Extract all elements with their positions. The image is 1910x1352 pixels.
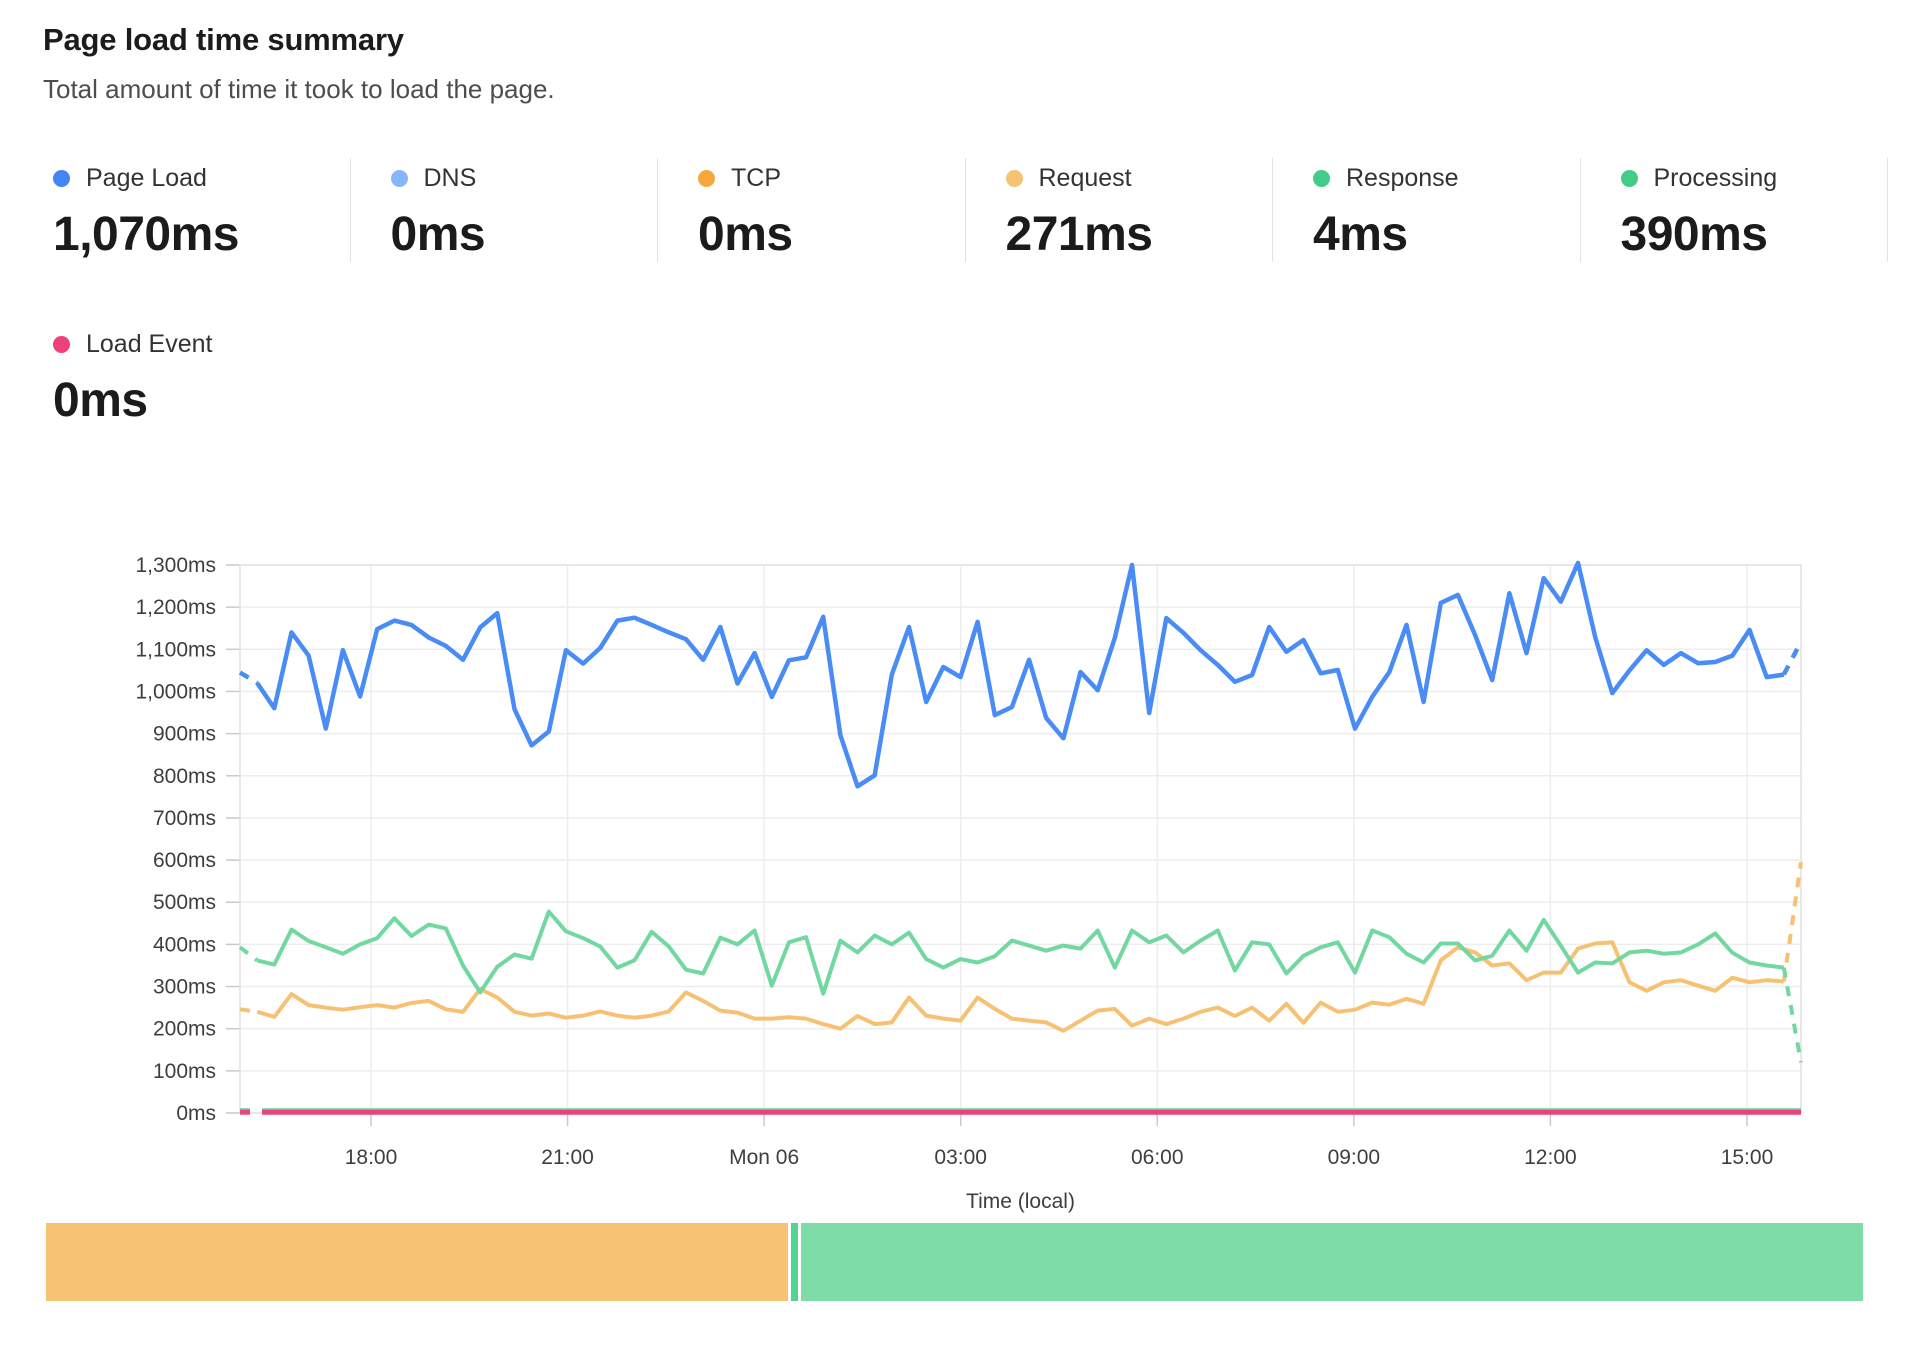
load-event-dot-icon — [53, 336, 70, 353]
svg-text:18:00: 18:00 — [345, 1146, 398, 1169]
metric-value: 271ms — [1005, 208, 1153, 261]
svg-text:12:00: 12:00 — [1524, 1146, 1577, 1169]
metric-label: Processing — [1653, 164, 1778, 192]
svg-text:100ms: 100ms — [153, 1060, 216, 1083]
svg-text:500ms: 500ms — [153, 891, 216, 914]
tcp-dot-icon — [698, 170, 715, 187]
svg-text:900ms: 900ms — [153, 723, 216, 746]
metric-request: Request 271ms — [966, 158, 1273, 262]
phase-bar-segment-divider-sliver — [791, 1223, 799, 1301]
phase-bar-segment-processing-share — [801, 1223, 1863, 1301]
load-phase-proportion-bar — [46, 1223, 1863, 1301]
svg-text:06:00: 06:00 — [1131, 1146, 1184, 1169]
page-load-time-chart: 0ms 100ms 200ms 300ms 400ms 500ms 600ms 700ms 80… — [135, 554, 1803, 1213]
svg-text:15:00: 15:00 — [1721, 1146, 1774, 1169]
metric-tcp: TCP 0ms — [658, 158, 966, 262]
svg-text:400ms: 400ms — [153, 933, 216, 956]
svg-text:09:00: 09:00 — [1328, 1146, 1381, 1169]
svg-text:Mon 06: Mon 06 — [729, 1146, 799, 1169]
response-dot-icon — [1313, 170, 1330, 187]
metric-value: 4ms — [1313, 208, 1408, 261]
metric-label: Load Event — [86, 330, 213, 358]
metric-label: TCP — [731, 164, 781, 192]
metrics-summary-row: Page Load 1,070ms DNS 0ms TCP 0ms Reques… — [43, 158, 1888, 262]
svg-text:800ms: 800ms — [153, 765, 216, 788]
svg-text:21:00: 21:00 — [541, 1146, 594, 1169]
phase-bar-segment-request-share — [46, 1223, 789, 1301]
metric-value: 390ms — [1620, 208, 1768, 261]
page-subtitle: Total amount of time it took to load the… — [43, 74, 555, 104]
svg-text:1,100ms: 1,100ms — [135, 638, 216, 661]
metric-dns: DNS 0ms — [351, 158, 658, 262]
svg-text:Time (local): Time (local) — [966, 1190, 1075, 1213]
metric-label: Response — [1346, 164, 1459, 192]
metric-response: Response 4ms — [1273, 158, 1581, 262]
metric-load-event: Load Event 0ms — [53, 330, 453, 428]
page-load-dot-icon — [53, 170, 70, 187]
metric-page-load: Page Load 1,070ms — [43, 158, 351, 262]
svg-text:200ms: 200ms — [153, 1018, 216, 1041]
metric-label: Request — [1038, 164, 1132, 192]
dns-dot-icon — [390, 170, 408, 187]
metric-label: Page Load — [86, 164, 207, 192]
page-title: Page load time summary — [43, 22, 404, 57]
request-dot-icon — [1005, 170, 1023, 187]
svg-text:1,200ms: 1,200ms — [135, 596, 216, 619]
svg-text:600ms: 600ms — [153, 849, 216, 872]
processing-dot-icon — [1620, 170, 1638, 187]
metric-value: 0ms — [390, 208, 486, 261]
svg-text:300ms: 300ms — [153, 976, 216, 999]
metric-value: 0ms — [698, 208, 793, 261]
metric-value: 0ms — [53, 374, 148, 427]
metric-label: DNS — [423, 164, 477, 192]
metric-processing: Processing 390ms — [1581, 158, 1888, 262]
metric-value: 1,070ms — [53, 208, 239, 261]
svg-text:1,000ms: 1,000ms — [135, 680, 216, 703]
svg-text:0ms: 0ms — [176, 1102, 216, 1125]
svg-text:1,300ms: 1,300ms — [135, 554, 216, 577]
svg-text:700ms: 700ms — [153, 807, 216, 830]
svg-text:03:00: 03:00 — [934, 1146, 987, 1169]
